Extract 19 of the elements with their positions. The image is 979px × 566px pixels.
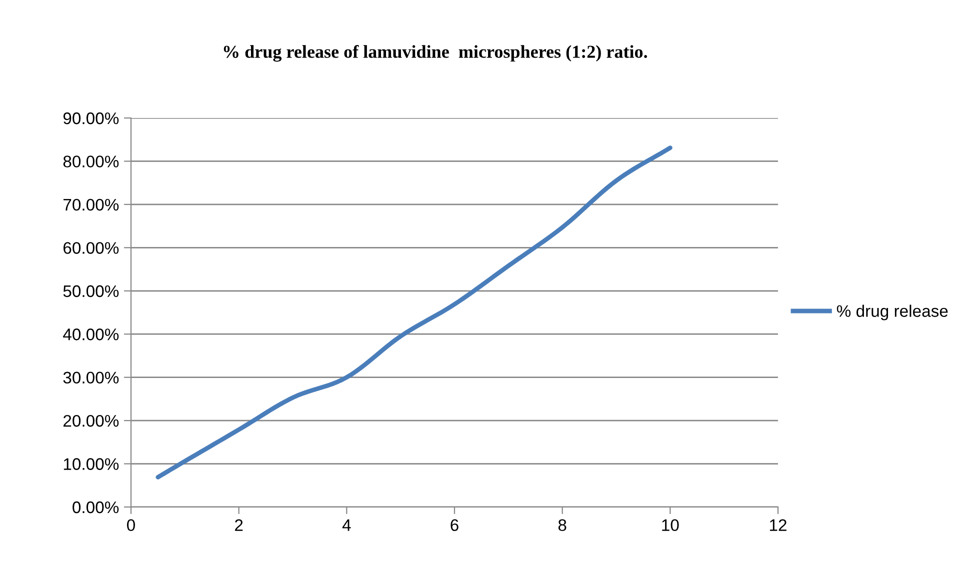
y-tick-label: 30.00%: [63, 372, 119, 384]
x-tick-label: 4: [342, 519, 351, 531]
x-tick-label: 6: [450, 519, 458, 532]
y-tick-label: 60.00%: [64, 242, 119, 254]
x-tick-label: 2: [235, 519, 243, 531]
x-tick-label: 8: [558, 519, 566, 532]
x-tick-label: 10: [662, 519, 679, 532]
y-tick-label: 70.00%: [64, 198, 119, 211]
y-tick-label: 40.00%: [63, 328, 119, 340]
y-tick-label: 10.00%: [64, 458, 119, 470]
x-tick-label: 12: [770, 519, 786, 531]
y-tick-label: 80.00%: [63, 156, 119, 168]
chart-title: % drug release of lamuvidine microspheres (1:2) ratio.: [224, 45, 648, 62]
y-tick-label: 50.00%: [63, 285, 119, 298]
y-tick-label: 90.00%: [63, 112, 119, 124]
x-tick-label: 0: [127, 519, 135, 532]
y-tick-label: 20.00%: [64, 414, 119, 427]
legend-label: % drug release: [836, 304, 948, 320]
y-tick-label: 0.00%: [72, 501, 119, 514]
